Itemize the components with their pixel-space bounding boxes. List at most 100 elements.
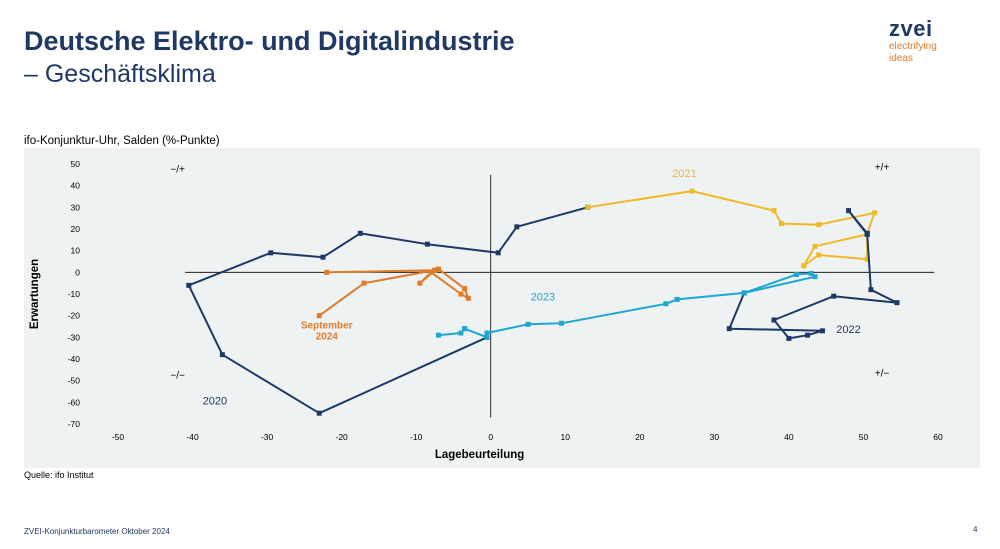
page-title: Deutsche Elektro- und Digitalindustrie	[24, 26, 515, 56]
y-tick-label: -70	[68, 419, 81, 429]
data-point	[320, 254, 326, 260]
footer-text: ZVEI-Konjunkturbarometer Oktober 2024	[24, 527, 170, 536]
logo-tagline-1: electrifying	[889, 41, 937, 52]
data-point	[689, 188, 695, 194]
data-point	[458, 291, 464, 297]
data-point	[864, 231, 870, 237]
y-tick-label: 10	[71, 246, 81, 256]
quadrant-label: +/+	[875, 163, 890, 174]
ifo-business-clock-chart: 50 40 30 20 10 0 -10 -20 -30 -40 -50 -60 -70 -50 -40 -3…	[24, 148, 980, 468]
data-point	[846, 208, 852, 214]
y-tick-label: -10	[68, 289, 81, 299]
chart-area: 50 40 30 20 10 0 -10 -20 -30 -40 -50 -60 -70 -50 -40 -3…	[24, 148, 980, 473]
data-point	[484, 334, 490, 340]
series-label: 2023	[531, 292, 555, 304]
quadrant-label: +/−	[875, 368, 890, 379]
data-point	[424, 241, 430, 247]
logo-word: zvei	[889, 16, 933, 41]
y-tick-label: -50	[68, 376, 81, 386]
y-tick-label: 0	[75, 267, 80, 277]
data-point	[495, 250, 501, 256]
series-line	[728, 209, 898, 340]
data-point	[432, 267, 438, 273]
x-tick-label: -30	[261, 432, 274, 442]
data-point	[186, 282, 192, 288]
x-tick-label: 60	[933, 432, 943, 442]
data-point	[465, 295, 471, 301]
y-tick-label: -40	[68, 354, 81, 364]
y-axis-label: Erwartungen	[29, 259, 41, 329]
data-point	[436, 266, 442, 272]
data-point	[514, 224, 520, 230]
x-tick-label: 0	[488, 432, 493, 442]
data-point	[484, 330, 490, 336]
x-tick-label: 10	[561, 432, 571, 442]
data-point	[462, 326, 468, 332]
data-point	[357, 230, 363, 236]
y-tick-label: 20	[71, 224, 81, 234]
data-point	[316, 410, 322, 416]
x-tick-label: 30	[710, 432, 720, 442]
data-point	[894, 300, 900, 306]
y-tick-label: 40	[71, 181, 81, 191]
x-tick-label: 40	[784, 432, 794, 442]
data-point	[663, 301, 669, 307]
series-line	[587, 190, 876, 267]
data-point	[808, 270, 814, 276]
data-point	[361, 280, 367, 286]
page-number: 4	[973, 525, 978, 534]
x-tick-label: 50	[859, 432, 869, 442]
series-label: 2020	[203, 396, 227, 408]
data-point	[801, 263, 807, 269]
y-tick-label: 50	[71, 159, 81, 169]
data-point	[268, 250, 274, 256]
data-point	[741, 290, 747, 296]
data-point	[525, 321, 531, 327]
data-point	[872, 210, 878, 216]
data-point	[812, 274, 818, 280]
data-point	[458, 330, 464, 336]
data-point	[816, 222, 822, 228]
page-subtitle: – Geschäftsklima	[24, 60, 216, 88]
data-point	[726, 326, 732, 332]
data-point	[428, 269, 434, 275]
data-point	[219, 352, 225, 358]
zvei-logo: zvei electrifying ideas	[889, 18, 937, 64]
x-tick-label: -50	[112, 432, 125, 442]
data-point	[559, 320, 565, 326]
quadrant-label: −/−	[170, 371, 185, 382]
source-note: Quelle: ifo Institut	[24, 470, 94, 480]
series-label: 2022	[836, 324, 860, 336]
y-tick-label: -30	[68, 332, 81, 342]
data-point	[812, 243, 818, 249]
data-point	[436, 332, 442, 338]
logo-tagline-2: ideas	[889, 53, 913, 64]
x-tick-label: -20	[335, 432, 348, 442]
data-point	[771, 317, 777, 323]
quadrant-label: −/+	[170, 165, 185, 176]
data-point	[674, 296, 680, 302]
y-tick-label: 30	[71, 202, 81, 212]
data-point	[819, 328, 825, 334]
data-point	[793, 272, 799, 277]
y-tick-label: -60	[68, 397, 81, 407]
x-axis-label: Lagebeurteilung	[435, 449, 524, 461]
x-tick-label: -10	[410, 432, 423, 442]
data-point	[864, 256, 870, 262]
data-point	[417, 280, 423, 286]
data-point	[771, 208, 777, 214]
data-point	[778, 221, 784, 227]
data-point	[585, 204, 591, 210]
plot-background	[24, 148, 980, 468]
data-point	[316, 313, 322, 319]
x-tick-label: 20	[635, 432, 645, 442]
series-label: September	[301, 321, 353, 332]
data-point	[786, 335, 792, 341]
data-point	[805, 332, 811, 338]
data-point	[816, 252, 822, 258]
data-point	[462, 286, 468, 292]
chart-subtitle: ifo-Konjunktur-Uhr, Salden (%-Punkte)	[24, 135, 220, 147]
data-point	[831, 293, 837, 299]
data-point	[868, 287, 874, 293]
x-tick-label: -40	[186, 432, 199, 442]
